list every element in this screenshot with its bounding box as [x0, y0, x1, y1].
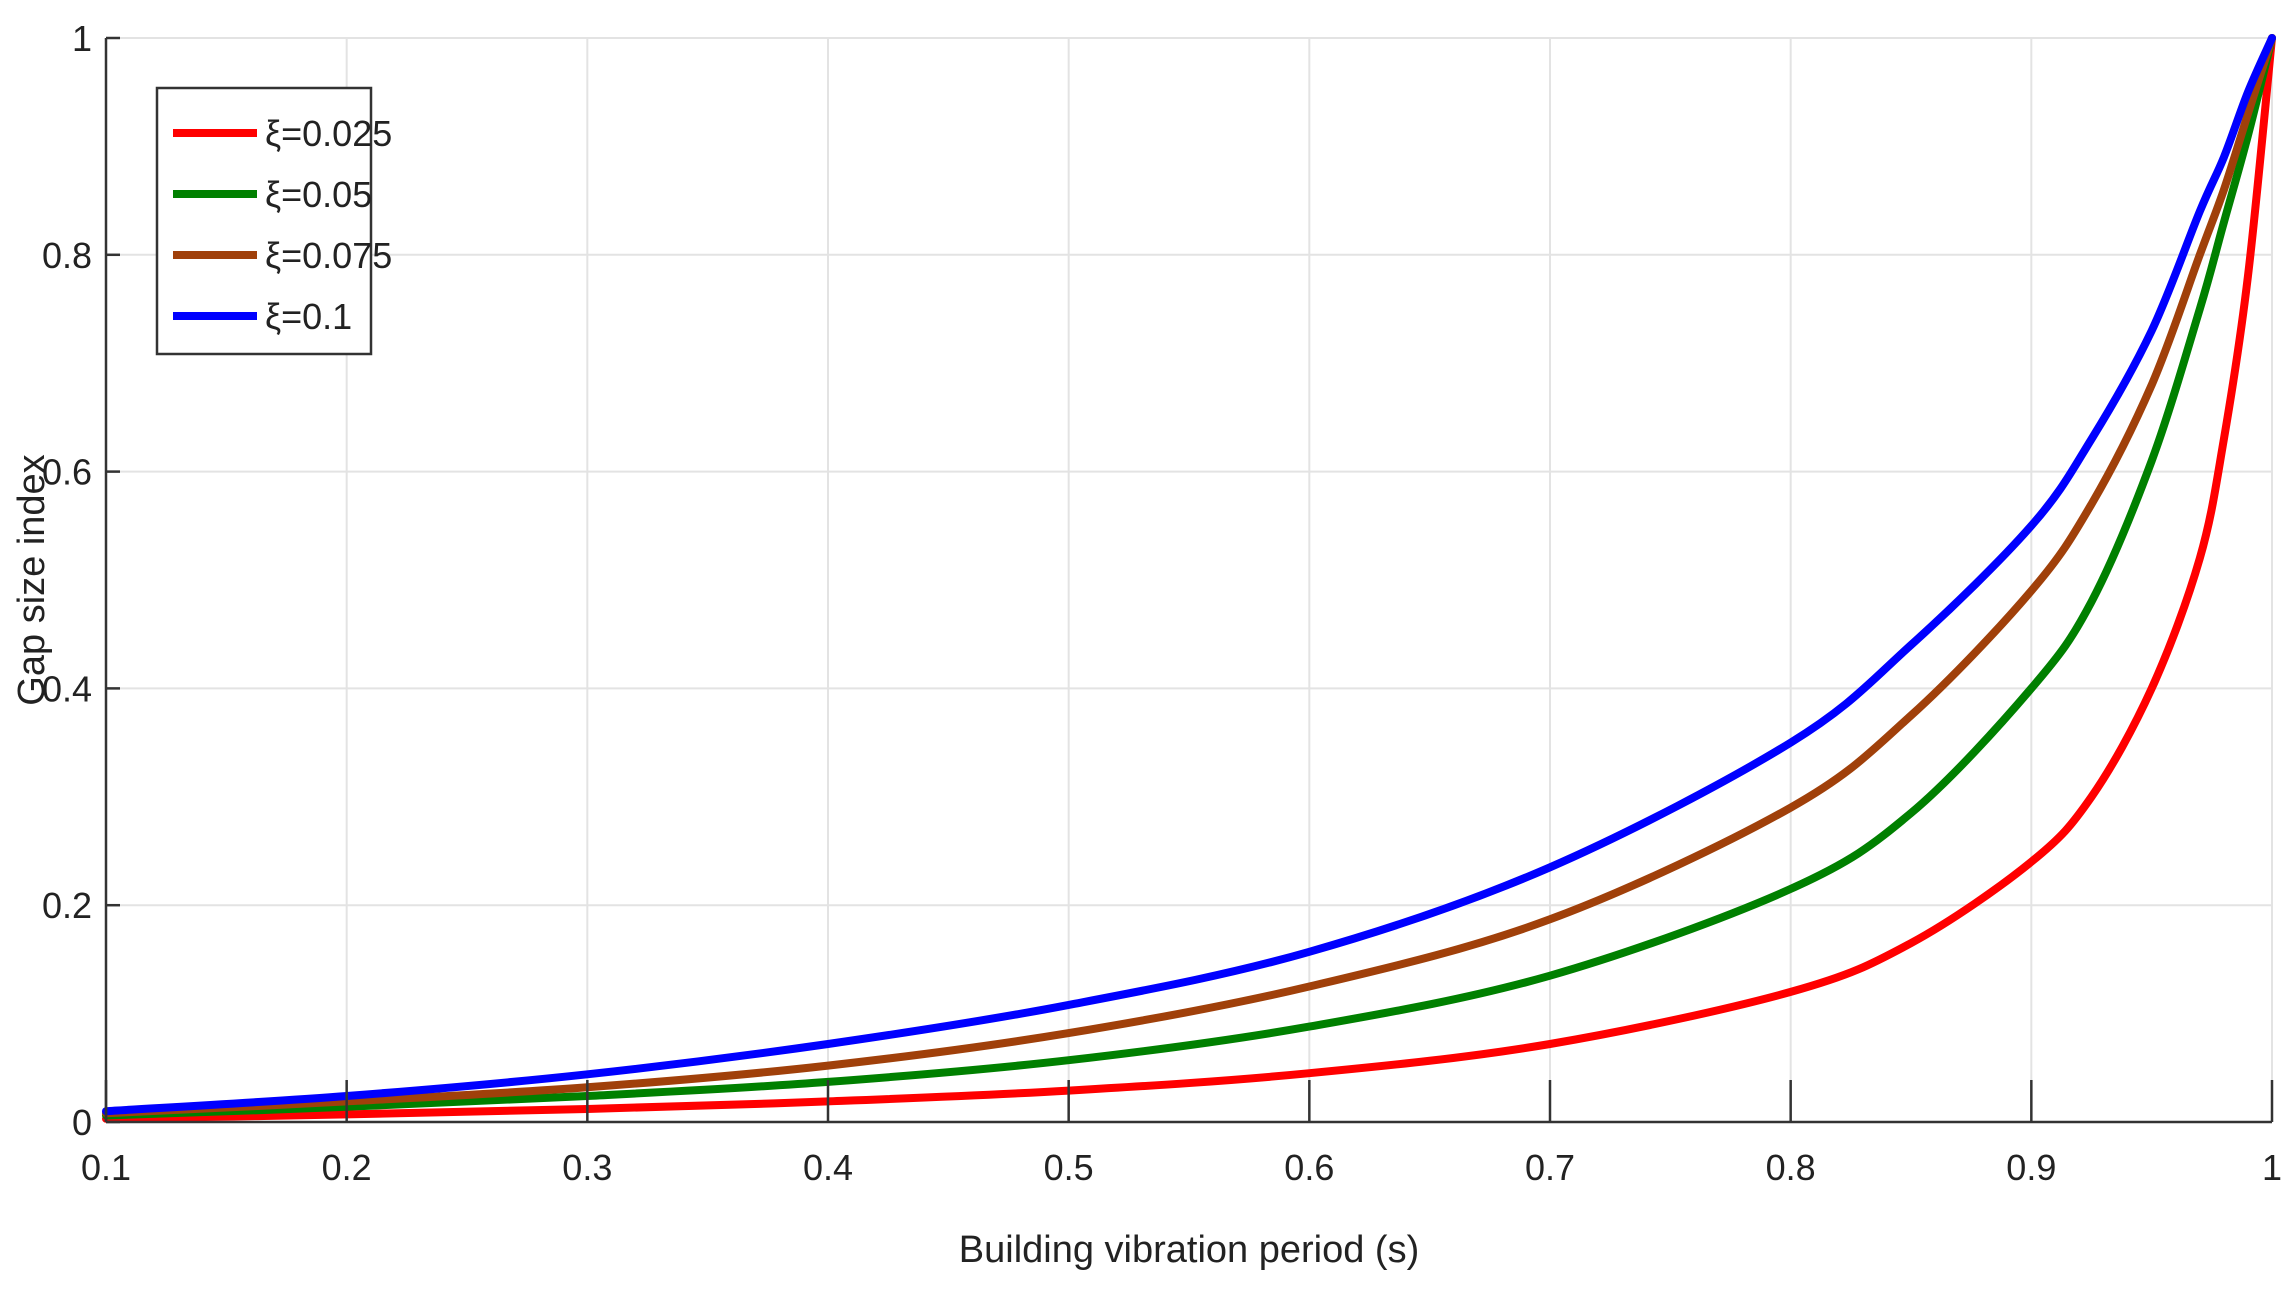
x-tick-label-3: 0.4 — [803, 1147, 853, 1188]
x-axis-label: Building vibration period (s) — [959, 1229, 1419, 1271]
x-tick-label-5: 0.6 — [1284, 1147, 1334, 1188]
y-tick-label-3: 0.6 — [42, 452, 92, 493]
series-layer — [102, 34, 2276, 1123]
y-tick-label-5: 1 — [72, 18, 92, 59]
tick-labels: 0.1 0.2 0.3 0.4 0.5 0.6 0.7 0.8 0.9 1 0 0.2 0.4 0.6 0.… — [42, 18, 2282, 1188]
legend-label-2: ξ=0.075 — [265, 235, 392, 276]
series-line-3 — [102, 34, 2276, 1116]
x-tick-label-9: 1 — [2262, 1147, 2282, 1188]
series-line-2 — [102, 34, 2276, 1118]
y-tick-label-0: 0 — [72, 1102, 92, 1143]
x-tick-label-2: 0.3 — [562, 1147, 612, 1188]
legend-label-3: ξ=0.1 — [265, 296, 352, 337]
y-tick-label-2: 0.4 — [42, 668, 92, 709]
x-tick-label-6: 0.7 — [1525, 1147, 1575, 1188]
x-tick-label-4: 0.5 — [1044, 1147, 1094, 1188]
x-tick-label-0: 0.1 — [81, 1147, 131, 1188]
legend: ξ=0.025 ξ=0.05 ξ=0.075 ξ=0.1 — [155, 86, 392, 356]
legend-label-1: ξ=0.05 — [265, 174, 372, 215]
x-tick-label-7: 0.8 — [1766, 1147, 1816, 1188]
series-line-1 — [102, 34, 2276, 1120]
y-tick-label-4: 0.8 — [42, 235, 92, 276]
axes — [104, 36, 2274, 1124]
x-tick-label-8: 0.9 — [2006, 1147, 2056, 1188]
y-tick-label-1: 0.2 — [42, 885, 92, 926]
series-line-0 — [102, 34, 2276, 1123]
y-axis-label: Gap size index — [11, 454, 53, 705]
legend-label-0: ξ=0.025 — [265, 113, 392, 154]
x-tick-label-1: 0.2 — [322, 1147, 372, 1188]
